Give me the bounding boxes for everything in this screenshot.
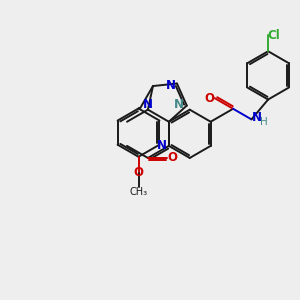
- Text: N: N: [173, 98, 184, 111]
- Text: N: N: [143, 98, 153, 111]
- Text: O: O: [134, 167, 143, 179]
- Text: O: O: [167, 152, 177, 164]
- Text: N: N: [158, 140, 167, 152]
- Text: Cl: Cl: [267, 28, 280, 41]
- Text: CH₃: CH₃: [130, 187, 148, 197]
- Text: N: N: [252, 111, 262, 124]
- Text: H: H: [260, 117, 268, 127]
- Text: N: N: [166, 80, 176, 92]
- Text: O: O: [204, 92, 214, 105]
